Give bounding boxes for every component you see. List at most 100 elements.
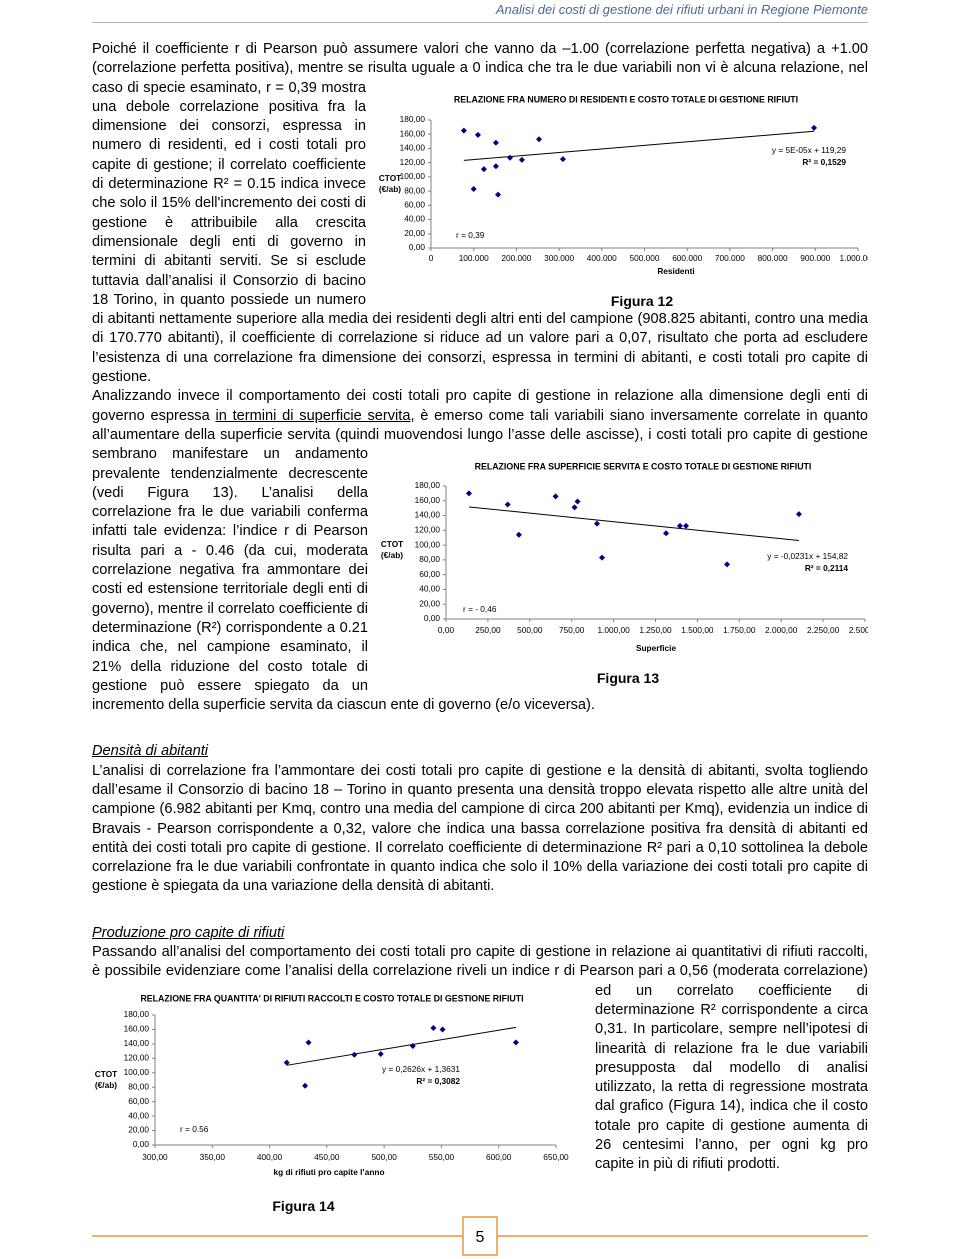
data-point xyxy=(474,131,481,138)
chart: RELAZIONE FRA NUMERO DI RESIDENTI E COST… xyxy=(379,94,877,276)
data-point xyxy=(492,139,499,146)
data-point xyxy=(724,561,731,568)
y-tick-label: 100,00 xyxy=(400,171,426,181)
trend-line xyxy=(463,130,815,161)
y-tick-label: 40,00 xyxy=(128,1110,149,1120)
x-axis-label: Residenti xyxy=(657,266,694,276)
body: Poiché il coefficiente r di Pearson può … xyxy=(92,40,882,1214)
data-point xyxy=(571,504,578,511)
data-point xyxy=(492,162,499,169)
data-point xyxy=(536,135,543,142)
annotation: R² = 0,3082 xyxy=(416,1076,460,1086)
x-tick-label: 400.000 xyxy=(587,253,617,263)
y-tick-label: 60,00 xyxy=(128,1096,149,1106)
data-point xyxy=(552,493,559,500)
y-tick-label: 120,00 xyxy=(124,1052,150,1062)
x-tick-label: 350,00 xyxy=(200,1152,226,1162)
y-tick-label: 180,00 xyxy=(124,1009,150,1019)
paragraph: Passando all’analisi del comportamento d… xyxy=(92,943,868,1214)
data-point xyxy=(515,532,522,539)
data-point xyxy=(683,523,690,530)
x-tick-label: 500.000 xyxy=(630,253,660,263)
data-point xyxy=(504,501,511,508)
data-point xyxy=(506,154,513,161)
x-tick-label: 650,00 xyxy=(543,1152,569,1162)
section-heading: Produzione pro capite di rifiuti xyxy=(92,924,285,941)
data-point xyxy=(676,523,683,530)
figure-caption: Figura 13 xyxy=(596,669,660,686)
chart: RELAZIONE FRA QUANTITA' DI RIFIUTI RACCO… xyxy=(95,993,569,1177)
annotation: R² = 0,2114 xyxy=(805,563,849,573)
chart-title: RELAZIONE FRA SUPERFICIE SERVITA E COSTO… xyxy=(475,462,812,472)
x-tick-label: 0,00 xyxy=(438,625,455,635)
x-tick-label: 1.500,00 xyxy=(681,625,714,635)
chart-title: RELAZIONE FRA QUANTITA' DI RIFIUTI RACCO… xyxy=(140,993,523,1003)
x-tick-label: 2.500,00 xyxy=(849,625,868,635)
x-tick-label: 200.000 xyxy=(501,253,531,263)
chart: RELAZIONE FRA SUPERFICIE SERVITA E COSTO… xyxy=(381,462,882,654)
data-point xyxy=(495,191,502,198)
y-tick-label: 20,00 xyxy=(128,1124,149,1134)
figure: RELAZIONE FRA NUMERO DI RESIDENTI E COST… xyxy=(376,79,877,309)
running-header: Analisi dei costi di gestione dei rifiut… xyxy=(495,2,868,17)
text: un correlato coefficiente di determinazi… xyxy=(595,982,868,1173)
paragraph: L’analisi di correlazione fra l’ammontar… xyxy=(92,762,868,897)
figure-caption: Figura 14 xyxy=(272,1197,335,1214)
x-tick-label: 0 xyxy=(429,253,434,263)
y-tick-label: 20,00 xyxy=(419,599,440,609)
data-point xyxy=(460,127,467,134)
data-point xyxy=(430,1024,437,1031)
y-axis-label: CTOT xyxy=(95,1069,117,1079)
page-number-box xyxy=(462,1216,498,1256)
data-point xyxy=(305,1039,312,1046)
data-point xyxy=(795,511,802,518)
y-tick-label: 60,00 xyxy=(404,199,425,209)
x-tick-label: 300.000 xyxy=(544,253,574,263)
y-tick-label: 80,00 xyxy=(128,1081,149,1091)
x-tick-label: 800.000 xyxy=(758,253,788,263)
y-tick-label: 180,00 xyxy=(400,114,426,124)
data-point xyxy=(377,1050,384,1057)
x-tick-label: 250,00 xyxy=(475,625,501,635)
x-tick-label: 700.000 xyxy=(715,253,745,263)
y-tick-label: 180,00 xyxy=(415,480,441,490)
annotation: r = - 0,46 xyxy=(463,604,497,614)
y-tick-label: 140,00 xyxy=(124,1038,150,1048)
y-tick-label: 100,00 xyxy=(124,1067,150,1077)
x-axis-label: Superficie xyxy=(636,643,677,653)
y-axis-label: (€/ab) xyxy=(381,550,403,560)
x-tick-label: 500,00 xyxy=(517,625,543,635)
y-tick-label: 80,00 xyxy=(404,185,425,195)
annotation: y = 5E-05x + 119,29 xyxy=(772,145,846,155)
y-axis-label: (€/ab) xyxy=(379,184,401,194)
data-point xyxy=(439,1026,446,1033)
text: Passando all’analisi del comportamento d… xyxy=(92,944,868,999)
data-point xyxy=(465,490,472,497)
x-tick-label: 750,00 xyxy=(559,625,585,635)
text: Analizzando invece il comportamento dei … xyxy=(92,388,868,424)
data-point xyxy=(663,530,670,537)
data-point xyxy=(594,520,601,527)
x-tick-label: 450,00 xyxy=(314,1152,340,1162)
x-tick-label: 300,00 xyxy=(142,1152,168,1162)
annotation: y = -0,0231x + 154,82 xyxy=(767,551,848,561)
y-tick-label: 20,00 xyxy=(404,228,425,238)
x-tick-label: 1.250,00 xyxy=(639,625,672,635)
data-point xyxy=(811,124,818,131)
x-tick-label: 1.750,00 xyxy=(723,625,756,635)
y-tick-label: 120,00 xyxy=(415,525,441,535)
x-tick-label: 100.000 xyxy=(459,253,489,263)
annotation: y = 0,2626x + 1,3631 xyxy=(382,1064,460,1074)
x-tick-label: 550,00 xyxy=(429,1152,455,1162)
chart-title: RELAZIONE FRA NUMERO DI RESIDENTI E COST… xyxy=(454,94,798,104)
data-point xyxy=(512,1039,519,1046)
y-tick-label: 0,00 xyxy=(409,242,426,252)
y-tick-label: 100,00 xyxy=(415,540,441,550)
x-tick-label: 400,00 xyxy=(257,1152,283,1162)
y-tick-label: 0,00 xyxy=(133,1139,150,1149)
underlined-text: in termini di superficie servita xyxy=(215,407,411,424)
text: L’analisi di correlazione fra l’ammontar… xyxy=(92,762,868,895)
y-tick-label: 60,00 xyxy=(419,569,440,579)
y-axis-label: CTOT xyxy=(381,539,403,549)
